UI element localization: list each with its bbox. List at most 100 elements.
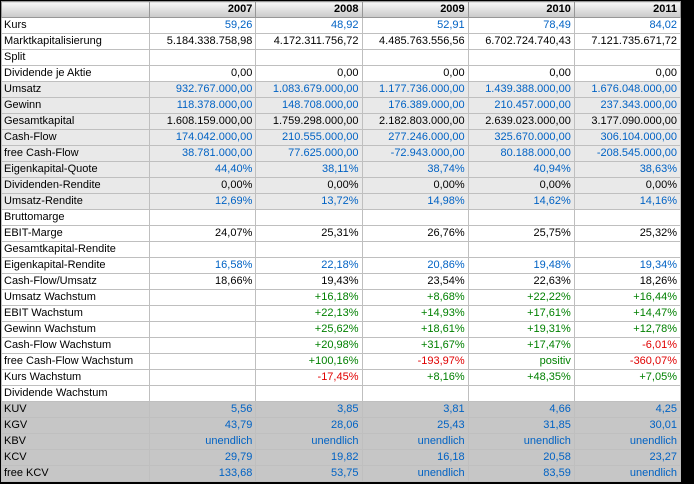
value-cell[interactable]: unendlich: [361, 465, 469, 482]
value-cell[interactable]: unendlich: [149, 433, 257, 450]
value-cell[interactable]: 3.177.090.000,00: [573, 113, 682, 130]
value-cell[interactable]: 30,01: [573, 417, 682, 434]
value-cell[interactable]: 0,00%: [467, 177, 575, 194]
value-cell[interactable]: 26,76%: [361, 225, 469, 242]
value-cell[interactable]: 5.184.338.758,98: [149, 33, 257, 50]
value-cell[interactable]: 25,43: [361, 417, 469, 434]
value-cell[interactable]: 59,26: [149, 17, 257, 34]
value-cell[interactable]: +100,16%: [255, 353, 363, 370]
year-header-2009[interactable]: 2009: [361, 1, 469, 18]
value-cell[interactable]: 0,00: [573, 65, 682, 82]
value-cell[interactable]: 174.042.000,00: [149, 129, 257, 146]
value-cell[interactable]: 20,86%: [361, 257, 469, 274]
year-header-2008[interactable]: 2008: [255, 1, 363, 18]
value-cell[interactable]: 14,98%: [361, 193, 469, 210]
value-cell[interactable]: 44,40%: [149, 161, 257, 178]
value-cell[interactable]: 4,25: [573, 401, 682, 418]
corner-cell[interactable]: [0, 1, 151, 18]
value-cell[interactable]: [149, 385, 257, 402]
value-cell[interactable]: 48,92: [255, 17, 363, 34]
value-cell[interactable]: [255, 209, 363, 226]
value-cell[interactable]: [573, 241, 682, 258]
value-cell[interactable]: [467, 385, 575, 402]
value-cell[interactable]: 4.172.311.756,72: [255, 33, 363, 50]
value-cell[interactable]: [361, 385, 469, 402]
value-cell[interactable]: +7,05%: [573, 369, 682, 386]
value-cell[interactable]: [255, 49, 363, 66]
value-cell[interactable]: +12,78%: [573, 321, 682, 338]
value-cell[interactable]: 7.121.735.671,72: [573, 33, 682, 50]
row-label[interactable]: Gesamtkapital: [0, 113, 151, 130]
value-cell[interactable]: -193,97%: [361, 353, 469, 370]
value-cell[interactable]: 22,63%: [467, 273, 575, 290]
value-cell[interactable]: 19,48%: [467, 257, 575, 274]
value-cell[interactable]: +14,47%: [573, 305, 682, 322]
value-cell[interactable]: -360,07%: [573, 353, 682, 370]
value-cell[interactable]: 20,58: [467, 449, 575, 466]
value-cell[interactable]: 38,11%: [255, 161, 363, 178]
value-cell[interactable]: 306.104.000,00: [573, 129, 682, 146]
value-cell[interactable]: +17,47%: [467, 337, 575, 354]
value-cell[interactable]: [467, 49, 575, 66]
value-cell[interactable]: 38,63%: [573, 161, 682, 178]
value-cell[interactable]: +14,93%: [361, 305, 469, 322]
value-cell[interactable]: 932.767.000,00: [149, 81, 257, 98]
row-label[interactable]: Umsatz Wachstum: [0, 289, 151, 306]
value-cell[interactable]: 3,81: [361, 401, 469, 418]
value-cell[interactable]: 18,26%: [573, 273, 682, 290]
year-header-2007[interactable]: 2007: [149, 1, 257, 18]
year-header-2011[interactable]: 2011: [573, 1, 682, 18]
value-cell[interactable]: 0,00%: [149, 177, 257, 194]
value-cell[interactable]: 25,32%: [573, 225, 682, 242]
row-label[interactable]: Gewinn Wachstum: [0, 321, 151, 338]
value-cell[interactable]: 1.759.298.000,00: [255, 113, 363, 130]
value-cell[interactable]: 19,43%: [255, 273, 363, 290]
value-cell[interactable]: +16,18%: [255, 289, 363, 306]
row-label[interactable]: Bruttomarge: [0, 209, 151, 226]
value-cell[interactable]: 18,66%: [149, 273, 257, 290]
row-label[interactable]: Eigenkapital-Rendite: [0, 257, 151, 274]
value-cell[interactable]: 38.781.000,00: [149, 145, 257, 162]
row-label[interactable]: free Cash-Flow Wachstum: [0, 353, 151, 370]
value-cell[interactable]: [149, 337, 257, 354]
row-label[interactable]: Cash-Flow/Umsatz: [0, 273, 151, 290]
value-cell[interactable]: [149, 289, 257, 306]
value-cell[interactable]: -6,01%: [573, 337, 682, 354]
value-cell[interactable]: 12,69%: [149, 193, 257, 210]
value-cell[interactable]: 0,00%: [361, 177, 469, 194]
year-header-2010[interactable]: 2010: [467, 1, 575, 18]
value-cell[interactable]: 210.555.000,00: [255, 129, 363, 146]
row-label[interactable]: KCV: [0, 449, 151, 466]
value-cell[interactable]: 237.343.000,00: [573, 97, 682, 114]
value-cell[interactable]: 52,91: [361, 17, 469, 34]
value-cell[interactable]: 176.389.000,00: [361, 97, 469, 114]
value-cell[interactable]: 4.485.763.556,56: [361, 33, 469, 50]
row-label[interactable]: Dividende je Aktie: [0, 65, 151, 82]
value-cell[interactable]: 5,56: [149, 401, 257, 418]
value-cell[interactable]: unendlich: [467, 433, 575, 450]
value-cell[interactable]: unendlich: [255, 433, 363, 450]
row-label[interactable]: Umsatz-Rendite: [0, 193, 151, 210]
value-cell[interactable]: 28,06: [255, 417, 363, 434]
value-cell[interactable]: 1.439.388.000,00: [467, 81, 575, 98]
value-cell[interactable]: [361, 209, 469, 226]
value-cell[interactable]: +8,68%: [361, 289, 469, 306]
value-cell[interactable]: +8,16%: [361, 369, 469, 386]
row-label[interactable]: Kurs: [0, 17, 151, 34]
row-label[interactable]: Gewinn: [0, 97, 151, 114]
value-cell[interactable]: [149, 305, 257, 322]
value-cell[interactable]: unendlich: [361, 433, 469, 450]
row-label[interactable]: Dividenden-Rendite: [0, 177, 151, 194]
value-cell[interactable]: 118.378.000,00: [149, 97, 257, 114]
value-cell[interactable]: 210.457.000,00: [467, 97, 575, 114]
value-cell[interactable]: 29,79: [149, 449, 257, 466]
value-cell[interactable]: +48,35%: [467, 369, 575, 386]
value-cell[interactable]: 19,34%: [573, 257, 682, 274]
value-cell[interactable]: 25,75%: [467, 225, 575, 242]
value-cell[interactable]: -17,45%: [255, 369, 363, 386]
value-cell[interactable]: -72.943.000,00: [361, 145, 469, 162]
value-cell[interactable]: [255, 385, 363, 402]
value-cell[interactable]: +17,61%: [467, 305, 575, 322]
value-cell[interactable]: 23,27: [573, 449, 682, 466]
value-cell[interactable]: [149, 209, 257, 226]
